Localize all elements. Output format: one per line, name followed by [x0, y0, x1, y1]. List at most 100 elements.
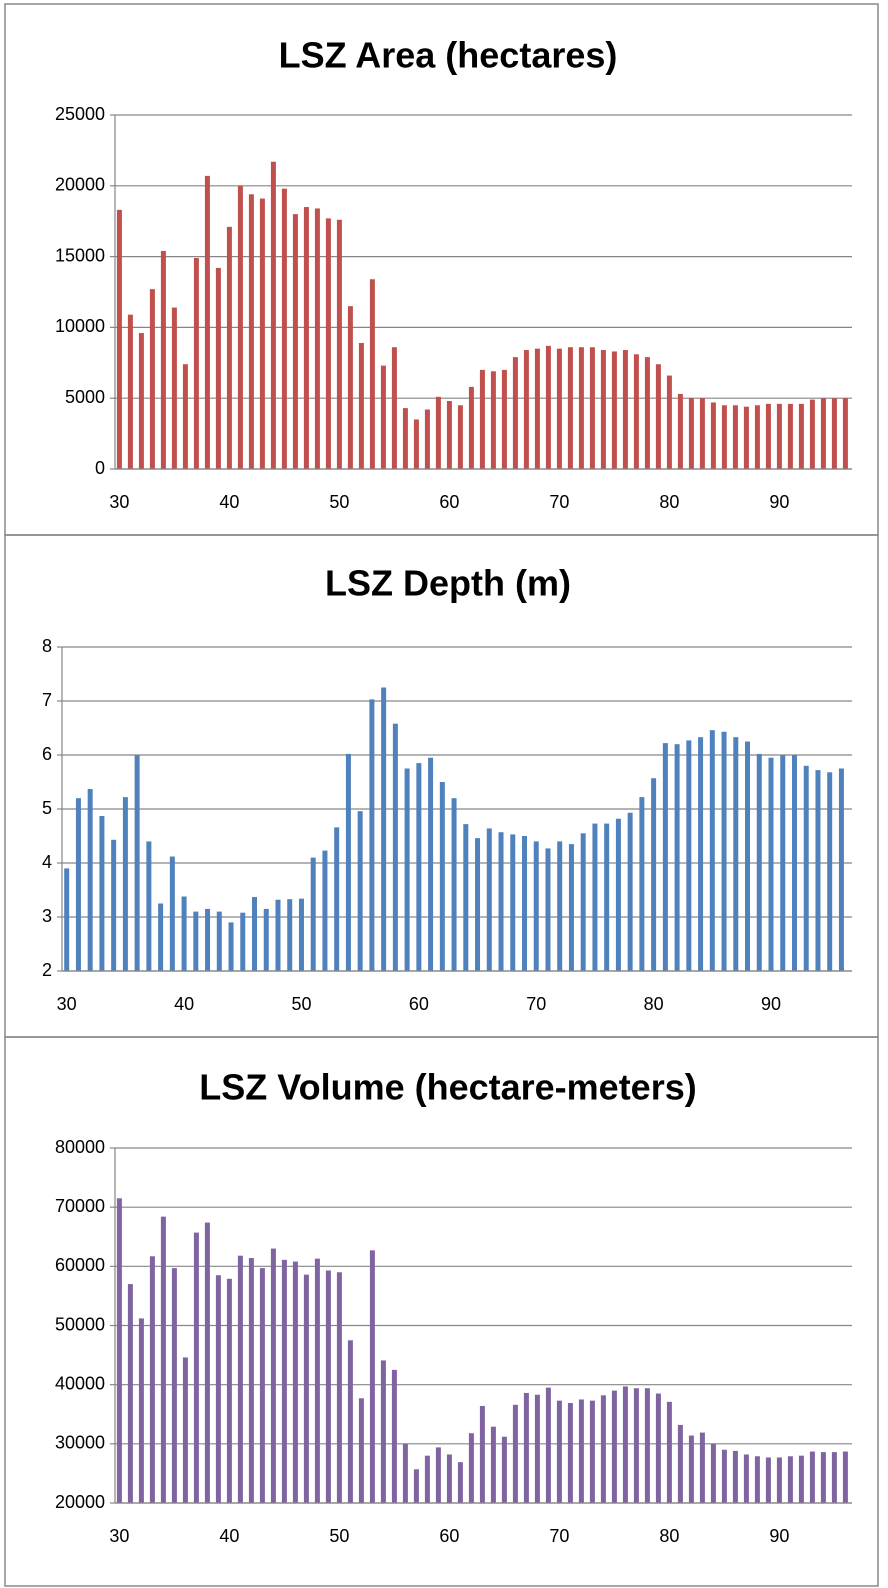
chart-title: LSZ Depth (m): [325, 563, 571, 604]
y-tick-label: 20000: [55, 175, 105, 195]
bar: [820, 1452, 826, 1503]
bar: [615, 818, 621, 971]
bar: [776, 403, 782, 469]
y-tick-label: 10000: [55, 316, 105, 336]
bar: [754, 1456, 760, 1503]
bar: [776, 1457, 782, 1503]
x-tick-label: 90: [761, 994, 781, 1014]
bar: [627, 812, 633, 971]
bar: [413, 419, 419, 469]
y-tick-label: 30000: [55, 1433, 105, 1453]
y-tick-label: 15000: [55, 245, 105, 265]
bar: [556, 1400, 562, 1503]
bar: [292, 214, 298, 469]
bar: [169, 856, 175, 971]
bar: [534, 1394, 540, 1503]
bar: [171, 1268, 177, 1503]
x-tick-label: 70: [549, 492, 569, 512]
bar: [831, 1452, 837, 1503]
bar: [369, 1250, 375, 1503]
bar: [314, 208, 320, 469]
bar: [732, 405, 738, 469]
bar: [765, 403, 771, 469]
bar: [768, 757, 774, 971]
x-tick-label: 70: [526, 994, 546, 1014]
y-tick-label: 6: [42, 744, 52, 764]
bar: [435, 1447, 441, 1503]
x-tick-label: 30: [57, 994, 77, 1014]
bar: [248, 1258, 254, 1503]
bar: [138, 333, 144, 469]
bar: [237, 185, 243, 470]
bar: [831, 398, 837, 469]
y-tick-label: 20000: [55, 1492, 105, 1512]
bar: [756, 753, 762, 971]
bar: [655, 1393, 661, 1503]
x-tick-label: 50: [329, 492, 349, 512]
bar: [158, 903, 164, 971]
y-tick-label: 80000: [55, 1137, 105, 1157]
bar: [215, 267, 221, 469]
bar: [611, 351, 617, 469]
bar: [666, 375, 672, 469]
bar: [545, 848, 551, 971]
bar: [134, 755, 140, 971]
x-tick-label: 90: [769, 1526, 789, 1546]
x-tick-label: 40: [219, 1526, 239, 1546]
bar: [392, 723, 398, 971]
bar: [381, 687, 387, 971]
bar: [662, 743, 668, 971]
bar: [710, 1443, 716, 1503]
bar: [686, 740, 692, 971]
bar: [568, 844, 574, 971]
x-tick-label: 70: [549, 1526, 569, 1546]
bar: [490, 1426, 496, 1503]
bar: [567, 1403, 573, 1503]
bar: [228, 922, 234, 971]
bar: [787, 1456, 793, 1503]
bar: [402, 1443, 408, 1503]
bar: [160, 250, 166, 469]
bar: [111, 839, 117, 971]
bar: [281, 1259, 287, 1503]
bar: [651, 778, 657, 971]
bar: [303, 207, 309, 470]
bar: [622, 1386, 628, 1503]
bar: [380, 1360, 386, 1503]
bar: [127, 314, 133, 469]
bar: [600, 1395, 606, 1503]
x-tick-label: 50: [291, 994, 311, 1014]
bar: [644, 1388, 650, 1503]
bar: [413, 1469, 419, 1503]
bar: [523, 1392, 529, 1503]
bar: [149, 289, 155, 469]
bar: [193, 911, 199, 971]
bar: [99, 816, 105, 971]
bar: [533, 841, 539, 971]
bar: [644, 357, 650, 469]
bar: [791, 755, 797, 971]
bar: [336, 1272, 342, 1503]
x-tick-label: 80: [644, 994, 664, 1014]
bar: [463, 824, 469, 971]
bar: [369, 279, 375, 469]
bar: [322, 850, 328, 971]
bar: [292, 1261, 298, 1503]
bar: [545, 345, 551, 469]
bar: [798, 1455, 804, 1503]
bar: [803, 765, 809, 971]
bar: [815, 770, 821, 971]
bar: [639, 797, 645, 971]
bar: [655, 364, 661, 469]
bar: [699, 398, 705, 469]
y-tick-label: 60000: [55, 1255, 105, 1275]
bar: [709, 730, 715, 971]
bar: [347, 306, 353, 469]
bar: [827, 772, 833, 971]
y-tick-label: 8: [42, 636, 52, 656]
bar: [259, 198, 265, 469]
bar: [446, 1454, 452, 1503]
bar: [87, 789, 93, 971]
bar: [567, 347, 573, 469]
bar: [809, 1451, 815, 1503]
